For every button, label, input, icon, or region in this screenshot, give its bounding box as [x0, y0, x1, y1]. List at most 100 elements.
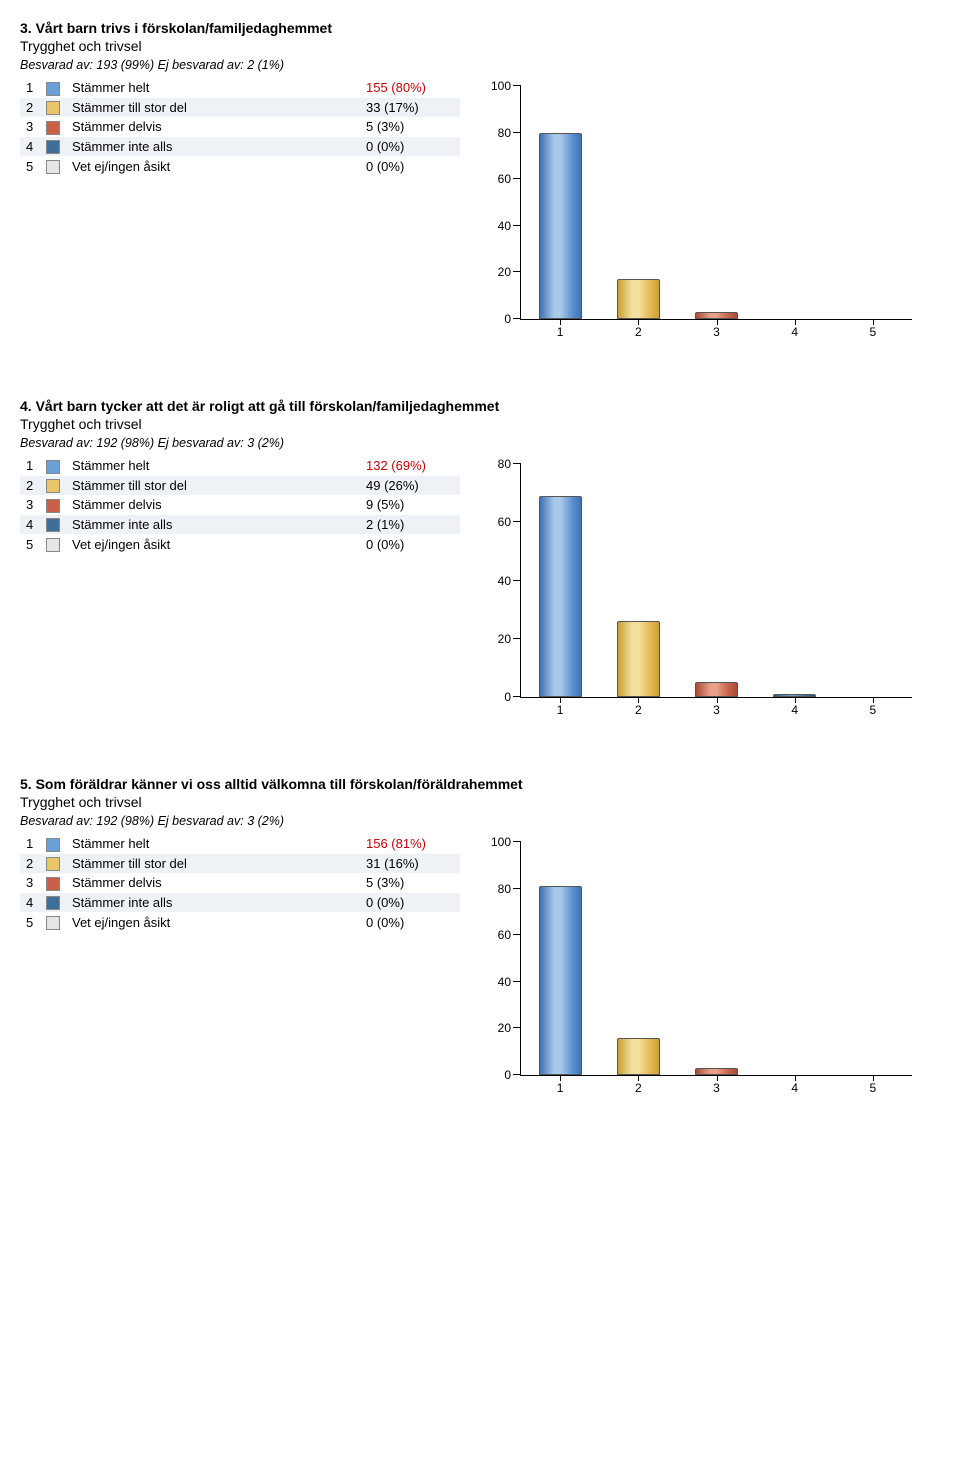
y-axis-label: 0	[504, 690, 521, 704]
x-axis-label: 5	[870, 1075, 877, 1095]
question-title: 5. Som föräldrar känner vi oss alltid vä…	[20, 776, 940, 792]
legend-index: 5	[20, 156, 40, 176]
legend-value: 49 (26%)	[360, 476, 460, 496]
legend-row: 3Stämmer delvis5 (3%)	[20, 117, 460, 137]
legend-row: 4Stämmer inte alls2 (1%)	[20, 515, 460, 535]
x-axis-label: 2	[635, 1075, 642, 1095]
legend-value: 0 (0%)	[360, 912, 460, 932]
survey-section: 4. Vårt barn tycker att det är roligt at…	[20, 398, 940, 726]
y-axis-label: 20	[498, 1021, 521, 1035]
x-axis-label: 1	[557, 319, 564, 339]
legend-swatch-cell	[40, 156, 66, 176]
y-axis-label: 60	[498, 515, 521, 529]
content-row: 1Stämmer helt132 (69%)2Stämmer till stor…	[20, 456, 940, 726]
x-axis-label: 5	[870, 319, 877, 339]
legend-swatch-cell	[40, 912, 66, 932]
x-axis-label: 1	[557, 697, 564, 717]
bar	[617, 621, 660, 697]
legend-index: 5	[20, 912, 40, 932]
legend-value: 33 (17%)	[360, 98, 460, 118]
x-axis-label: 4	[791, 319, 798, 339]
legend-value: 0 (0%)	[360, 156, 460, 176]
legend-swatch	[46, 101, 60, 115]
bar	[617, 279, 660, 319]
y-axis-label: 40	[498, 574, 521, 588]
legend-value: 31 (16%)	[360, 854, 460, 874]
legend-swatch-cell	[40, 873, 66, 893]
legend-row: 5Vet ej/ingen åsikt0 (0%)	[20, 156, 460, 176]
legend-swatch-cell	[40, 456, 66, 476]
bar-chart: 02040608012345	[480, 456, 920, 726]
legend-swatch-cell	[40, 117, 66, 137]
plot-area: 02040608012345	[520, 464, 912, 698]
legend-label: Stämmer delvis	[66, 117, 360, 137]
x-axis-label: 2	[635, 697, 642, 717]
x-axis-label: 2	[635, 319, 642, 339]
y-axis-label: 80	[498, 126, 521, 140]
legend-swatch	[46, 518, 60, 532]
legend-value: 0 (0%)	[360, 893, 460, 913]
legend-label: Stämmer helt	[66, 834, 360, 854]
legend-swatch-cell	[40, 137, 66, 157]
legend-swatch-cell	[40, 495, 66, 515]
legend-label: Stämmer delvis	[66, 873, 360, 893]
legend-swatch	[46, 499, 60, 513]
legend-row: 5Vet ej/ingen åsikt0 (0%)	[20, 534, 460, 554]
x-axis-label: 3	[713, 319, 720, 339]
legend-swatch-cell	[40, 78, 66, 98]
legend-table: 1Stämmer helt132 (69%)2Stämmer till stor…	[20, 456, 460, 554]
legend-value: 0 (0%)	[360, 137, 460, 157]
plot-area: 02040608010012345	[520, 842, 912, 1076]
legend-row: 1Stämmer helt132 (69%)	[20, 456, 460, 476]
legend-index: 1	[20, 78, 40, 98]
legend-table: 1Stämmer helt156 (81%)2Stämmer till stor…	[20, 834, 460, 932]
legend-index: 2	[20, 854, 40, 874]
y-axis-label: 80	[498, 457, 521, 471]
legend-value: 132 (69%)	[360, 456, 460, 476]
legend-swatch	[46, 857, 60, 871]
y-axis-label: 80	[498, 882, 521, 896]
bar	[695, 312, 738, 319]
legend-value: 9 (5%)	[360, 495, 460, 515]
bar	[695, 1068, 738, 1075]
legend-label: Stämmer till stor del	[66, 98, 360, 118]
legend-swatch-cell	[40, 854, 66, 874]
legend-swatch	[46, 140, 60, 154]
legend-label: Stämmer inte alls	[66, 893, 360, 913]
legend-row: 3Stämmer delvis9 (5%)	[20, 495, 460, 515]
legend-index: 3	[20, 873, 40, 893]
legend-row: 5Vet ej/ingen åsikt0 (0%)	[20, 912, 460, 932]
legend-swatch-cell	[40, 515, 66, 535]
legend-swatch	[46, 916, 60, 930]
legend-label: Stämmer delvis	[66, 495, 360, 515]
legend-swatch	[46, 838, 60, 852]
legend-value: 5 (3%)	[360, 873, 460, 893]
y-axis-label: 100	[491, 835, 521, 849]
content-row: 1Stämmer helt156 (81%)2Stämmer till stor…	[20, 834, 940, 1104]
response-count: Besvarad av: 192 (98%) Ej besvarad av: 3…	[20, 814, 940, 828]
bar	[695, 682, 738, 697]
legend-index: 1	[20, 834, 40, 854]
legend-value: 2 (1%)	[360, 515, 460, 535]
legend-row: 4Stämmer inte alls0 (0%)	[20, 137, 460, 157]
response-count: Besvarad av: 193 (99%) Ej besvarad av: 2…	[20, 58, 940, 72]
legend-swatch-cell	[40, 534, 66, 554]
response-count: Besvarad av: 192 (98%) Ej besvarad av: 3…	[20, 436, 940, 450]
content-row: 1Stämmer helt155 (80%)2Stämmer till stor…	[20, 78, 940, 348]
x-axis-label: 1	[557, 1075, 564, 1095]
legend-index: 2	[20, 98, 40, 118]
legend-swatch	[46, 82, 60, 96]
legend-swatch	[46, 479, 60, 493]
legend-swatch	[46, 460, 60, 474]
legend-label: Stämmer till stor del	[66, 854, 360, 874]
legend-table: 1Stämmer helt155 (80%)2Stämmer till stor…	[20, 78, 460, 176]
legend-index: 5	[20, 534, 40, 554]
legend-swatch-cell	[40, 98, 66, 118]
question-subtitle: Trygghet och trivsel	[20, 794, 940, 810]
survey-section: 5. Som föräldrar känner vi oss alltid vä…	[20, 776, 940, 1104]
bar-chart: 02040608010012345	[480, 834, 920, 1104]
legend-index: 3	[20, 117, 40, 137]
legend-index: 2	[20, 476, 40, 496]
x-axis-label: 3	[713, 697, 720, 717]
y-axis-label: 60	[498, 928, 521, 942]
